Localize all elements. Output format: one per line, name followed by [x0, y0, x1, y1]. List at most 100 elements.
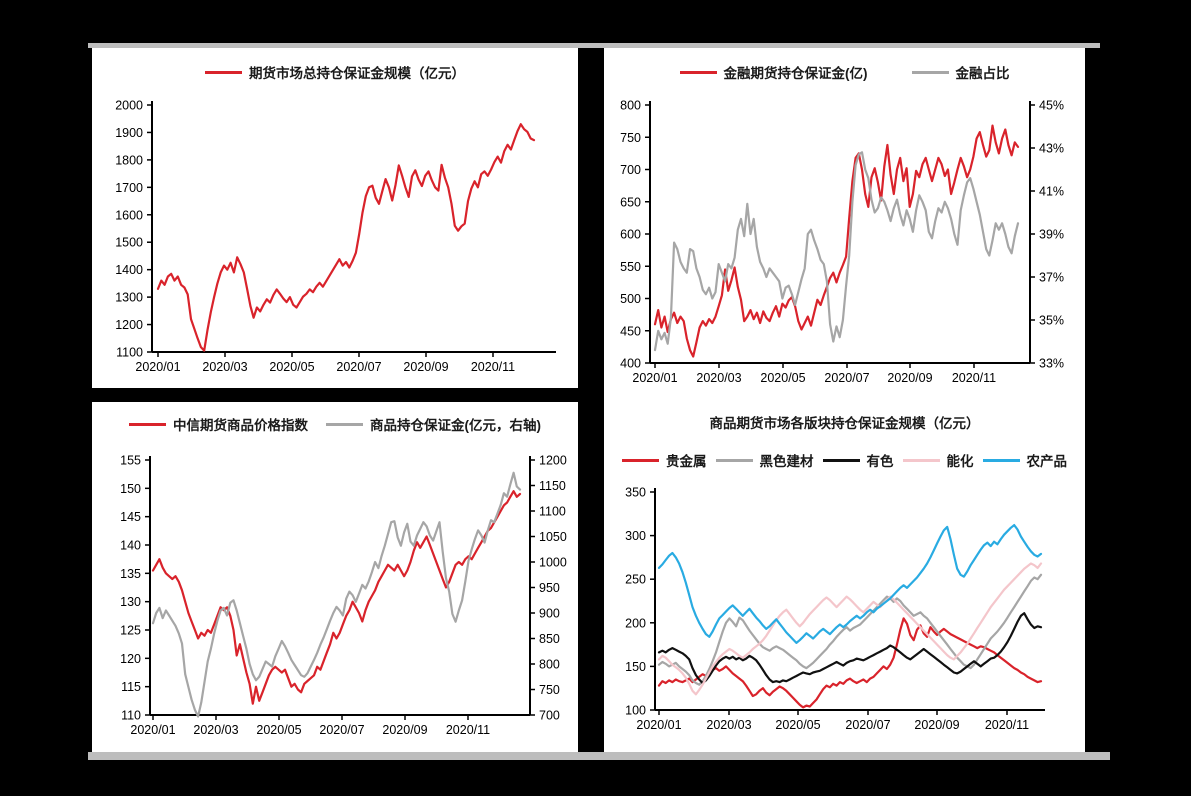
svg-text:2020/01: 2020/01 — [632, 371, 677, 385]
svg-text:1500: 1500 — [115, 236, 143, 250]
svg-text:2020/05: 2020/05 — [269, 360, 314, 374]
svg-text:800: 800 — [620, 99, 641, 113]
bottom-divider-bar — [88, 752, 1110, 760]
panel-total-margin-chart — [92, 48, 578, 388]
svg-text:400: 400 — [620, 357, 641, 371]
legend-marker-line — [679, 70, 717, 74]
chart1-legend: 期货市场总持仓保证金规模（亿元） — [92, 62, 578, 82]
svg-text:2020/11: 2020/11 — [446, 723, 490, 737]
svg-text:700: 700 — [620, 163, 641, 177]
panel-right-charts — [604, 48, 1085, 752]
legend-item: 中信期货商品价格指数 — [129, 414, 308, 434]
svg-text:1900: 1900 — [115, 126, 143, 140]
legend-item: 黑色建材 — [715, 450, 814, 470]
svg-text:2020/07: 2020/07 — [319, 723, 364, 737]
svg-text:2020/01: 2020/01 — [636, 718, 681, 732]
svg-text:130: 130 — [120, 595, 141, 609]
legend-label: 金融占比 — [955, 66, 1010, 81]
svg-text:2020/03: 2020/03 — [706, 718, 751, 732]
legend-marker-line — [822, 458, 860, 462]
chart4-legend: 贵金属 黑色建材 有色 能化 农产品 — [604, 450, 1085, 470]
legend-item: 有色 — [822, 450, 894, 470]
legend-item: 金融期货持仓保证金(亿) — [679, 62, 868, 82]
svg-text:200: 200 — [625, 616, 646, 630]
svg-text:2020/01: 2020/01 — [135, 360, 180, 374]
svg-text:1200: 1200 — [539, 454, 567, 468]
top-divider-bar — [88, 43, 1100, 48]
svg-text:39%: 39% — [1039, 228, 1064, 242]
legend-marker-line — [715, 458, 753, 462]
svg-text:2020/03: 2020/03 — [193, 723, 238, 737]
legend-label: 商品持仓保证金(亿元，右轴) — [370, 418, 541, 433]
legend-label: 金融期货持仓保证金(亿) — [723, 66, 868, 81]
svg-text:2020/05: 2020/05 — [775, 718, 820, 732]
total-margin-chart-plot: 2000 1900 1800 1700 1600 1500 1400 1300 1200 1100… — [115, 99, 556, 374]
svg-text:2020/01: 2020/01 — [130, 723, 175, 737]
svg-text:850: 850 — [539, 632, 560, 646]
svg-text:2020/09: 2020/09 — [914, 718, 959, 732]
svg-text:43%: 43% — [1039, 142, 1064, 156]
svg-text:1050: 1050 — [539, 530, 567, 544]
svg-text:750: 750 — [620, 131, 641, 145]
svg-text:1600: 1600 — [115, 208, 143, 222]
legend-label: 贵金属 — [666, 454, 707, 469]
legend-item: 金融占比 — [911, 62, 1010, 82]
legend-item: 贵金属 — [622, 450, 707, 470]
legend-marker-line — [622, 458, 659, 462]
svg-text:2000: 2000 — [115, 99, 143, 113]
legend-item: 能化 — [902, 450, 974, 470]
legend-item: 商品持仓保证金(亿元，右轴) — [326, 414, 541, 434]
svg-text:950: 950 — [539, 581, 560, 595]
svg-text:1100: 1100 — [539, 505, 566, 519]
svg-text:140: 140 — [120, 539, 141, 553]
chart3-legend: 中信期货商品价格指数 商品持仓保证金(亿元，右轴) — [92, 414, 578, 434]
svg-text:37%: 37% — [1039, 271, 1064, 285]
svg-text:300: 300 — [625, 529, 646, 543]
svg-text:650: 650 — [620, 195, 641, 209]
svg-text:150: 150 — [120, 482, 141, 496]
legend-item: 农产品 — [982, 450, 1068, 470]
svg-text:110: 110 — [121, 709, 141, 723]
svg-text:2020/07: 2020/07 — [824, 371, 869, 385]
legend-label: 有色 — [866, 454, 894, 469]
svg-text:2020/11: 2020/11 — [471, 360, 515, 374]
legend-marker-line — [129, 422, 166, 426]
legend-label: 能化 — [946, 454, 974, 469]
svg-text:600: 600 — [620, 228, 641, 242]
legend-marker-line — [911, 70, 949, 74]
svg-text:115: 115 — [121, 680, 141, 694]
commodity-index-chart-plot: 155 150 145 140 135 130 125 120 115 110 1200 1150 11… — [120, 454, 567, 738]
svg-text:155: 155 — [120, 454, 141, 468]
svg-text:2020/05: 2020/05 — [760, 371, 805, 385]
chart4-title: 商品期货市场各版块持仓保证金规模（亿元） — [709, 416, 980, 431]
svg-text:1300: 1300 — [115, 291, 143, 305]
svg-text:41%: 41% — [1039, 185, 1064, 199]
svg-text:45%: 45% — [1039, 99, 1064, 113]
svg-text:2020/03: 2020/03 — [696, 371, 741, 385]
legend-label: 期货市场总持仓保证金规模（亿元） — [249, 66, 465, 81]
svg-text:1800: 1800 — [115, 153, 143, 167]
svg-text:700: 700 — [539, 709, 560, 723]
svg-text:500: 500 — [620, 292, 641, 306]
legend-marker-line — [205, 70, 242, 74]
svg-text:2020/09: 2020/09 — [382, 723, 427, 737]
svg-text:900: 900 — [539, 607, 560, 621]
svg-text:2020/11: 2020/11 — [952, 371, 996, 385]
svg-text:1100: 1100 — [116, 346, 143, 360]
legend-marker-line — [902, 458, 940, 462]
svg-text:150: 150 — [625, 660, 646, 674]
svg-text:2020/05: 2020/05 — [256, 723, 301, 737]
legend-label: 农产品 — [1026, 454, 1068, 469]
legend-item: 期货市场总持仓保证金规模（亿元） — [205, 62, 465, 82]
svg-text:250: 250 — [625, 573, 646, 587]
svg-text:35%: 35% — [1039, 314, 1064, 328]
svg-text:33%: 33% — [1039, 357, 1064, 371]
svg-text:2020/11: 2020/11 — [985, 718, 1029, 732]
svg-text:550: 550 — [620, 260, 641, 274]
svg-text:2020/07: 2020/07 — [336, 360, 381, 374]
financial-margin-chart-plot: 800 750 700 650 600 550 500 450 400 45% 43% 41% 39% 3… — [620, 99, 1064, 386]
svg-text:135: 135 — [120, 567, 141, 581]
chart2-legend: 金融期货持仓保证金(亿) 金融占比 — [604, 62, 1085, 82]
legend-label: 黑色建材 — [759, 454, 814, 469]
